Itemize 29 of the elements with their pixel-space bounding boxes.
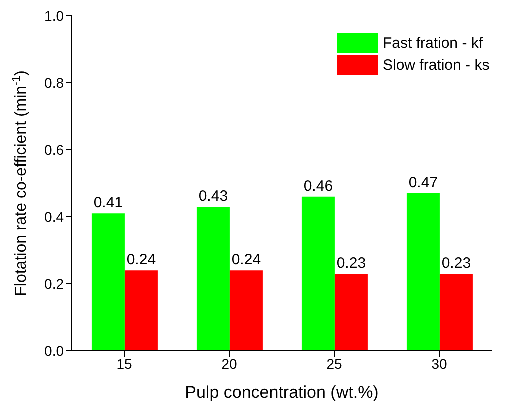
y-tick-label: 1.0 — [44, 8, 64, 24]
legend-label: Slow fration - ks — [383, 56, 490, 74]
bar — [230, 270, 263, 351]
x-tick-label: 30 — [432, 356, 448, 372]
data-label: 0.23 — [442, 254, 472, 272]
bar — [334, 274, 368, 351]
y-tick-label: 0.2 — [44, 276, 64, 292]
data-label: 0.23 — [336, 254, 366, 272]
bar — [92, 214, 125, 351]
data-label: 0.41 — [94, 194, 124, 212]
x-tick-label: 20 — [222, 356, 238, 372]
bar — [406, 194, 440, 351]
data-label: 0.43 — [198, 188, 228, 205]
data-label: 0.24 — [126, 252, 156, 269]
x-tick-label: 25 — [326, 356, 342, 372]
x-axis-title: Pulp concentration (wt.%) — [185, 383, 379, 402]
y-tick-label: 0.4 — [44, 208, 64, 225]
legend-label: Fast fration - kf — [383, 34, 484, 52]
y-tick-label: 0.8 — [44, 74, 64, 91]
y-tick-label: 0.0 — [44, 342, 64, 359]
data-label: 0.47 — [408, 174, 438, 192]
bar — [302, 196, 335, 351]
data-label: 0.46 — [304, 178, 334, 195]
bar — [196, 206, 230, 351]
y-tick-label: 0.6 — [44, 142, 64, 158]
bar — [440, 274, 473, 351]
data-label: 0.24 — [232, 252, 262, 269]
x-tick-label: 15 — [116, 356, 132, 372]
bar — [124, 270, 158, 351]
